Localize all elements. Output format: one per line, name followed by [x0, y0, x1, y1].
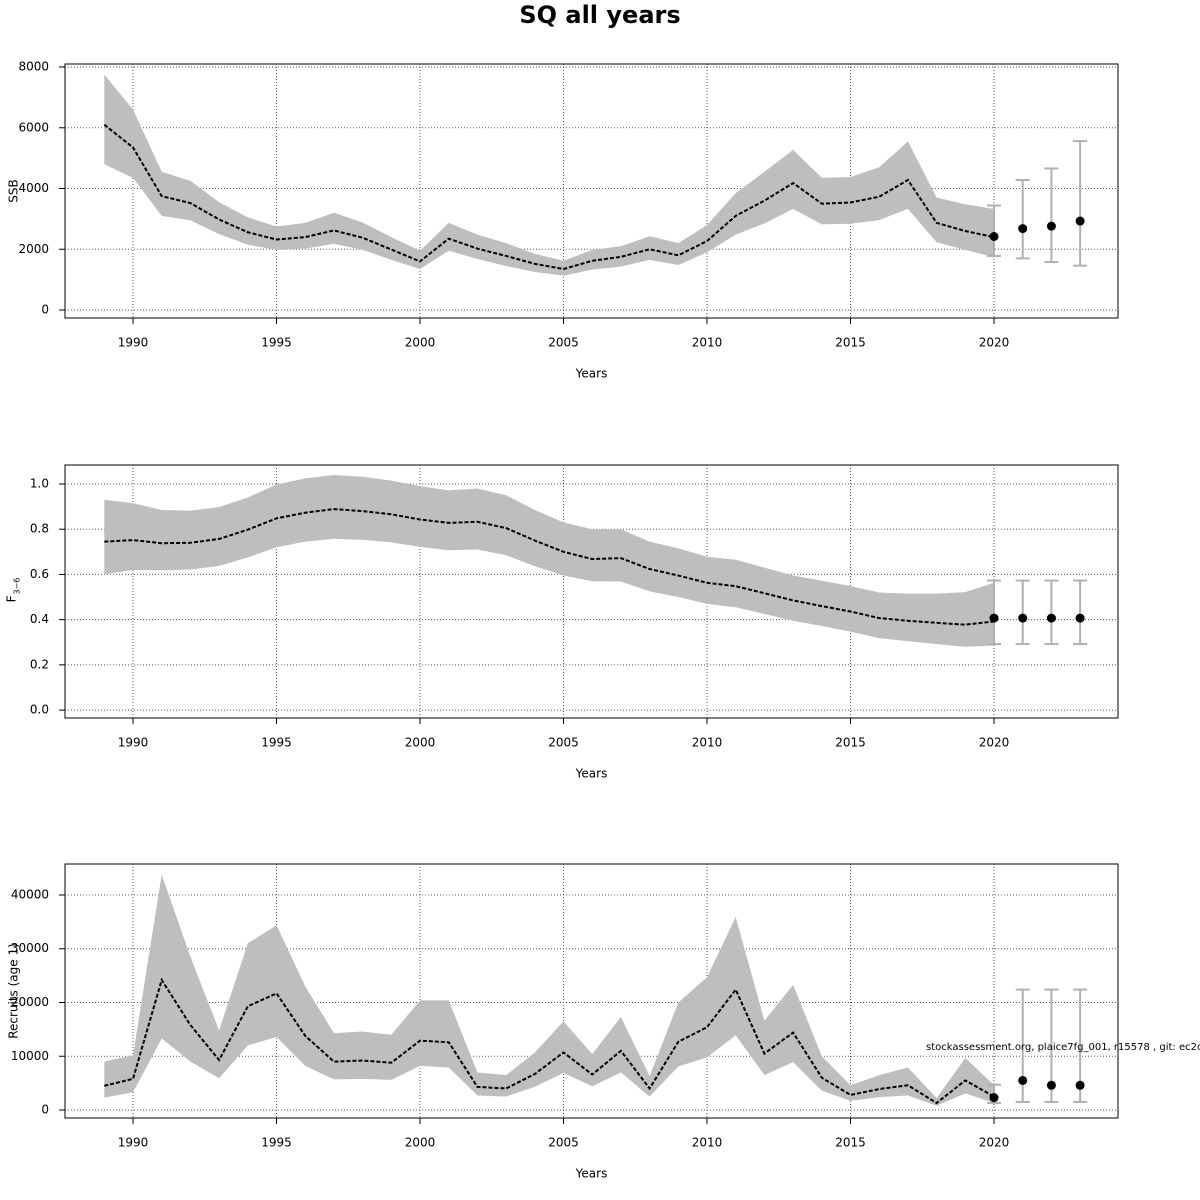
- x-tick-label: 1990: [118, 736, 149, 750]
- x-tick-label: 2010: [692, 736, 723, 750]
- y-tick-label: 6000: [18, 120, 49, 134]
- forecast-point: [1018, 224, 1028, 234]
- y-tick-label: 0.0: [30, 703, 49, 717]
- panel: 0.0 0.2 0.4 0.6 0.8 1.0 1990 1995 2000 2005 2010 20…: [5, 464, 1119, 781]
- forecast-point: [1018, 613, 1028, 623]
- panel: 0 10000 20000 30000 40000 1990 1995 2000 2005 201…: [7, 863, 1200, 1181]
- x-tick-label: 2000: [405, 736, 436, 750]
- x-tick-label: 2005: [548, 736, 579, 750]
- figure-title: SQ all years: [519, 1, 680, 29]
- x-axis-label: Years: [575, 1167, 608, 1181]
- y-tick-label: 0.4: [30, 612, 49, 626]
- estimate-line: [103, 123, 995, 271]
- confidence-band: [104, 74, 995, 276]
- x-tick-label: 2010: [692, 1136, 723, 1150]
- x-tick-label: 2015: [835, 736, 866, 750]
- estimate-line: [104, 508, 995, 626]
- confidence-band: [104, 874, 995, 1106]
- y-tick-label: 0: [41, 1103, 49, 1117]
- forecast-point: [989, 1093, 999, 1103]
- x-tick-label: 2020: [979, 1136, 1010, 1150]
- y-axis-label: SSB: [7, 179, 21, 202]
- y-tick-label: 40000: [11, 887, 49, 901]
- x-tick-label: 2000: [405, 336, 436, 350]
- y-tick-label: 30000: [11, 941, 49, 955]
- forecast-point: [1075, 613, 1085, 623]
- forecast-point: [989, 232, 999, 242]
- forecast-point: [1046, 1080, 1056, 1090]
- y-axis-label: F: [5, 595, 19, 602]
- confidence-band: [104, 474, 995, 647]
- x-axis-label: Years: [575, 367, 608, 381]
- plot-frame: [64, 863, 1119, 1119]
- y-axis-label-group: Recruits (age 1): [7, 943, 21, 1039]
- panel: 0 2000 4000 6000 8000 1990 1995 2000 2005 2010 201…: [7, 60, 1119, 381]
- x-tick-label: 2000: [405, 1136, 436, 1150]
- y-tick-label: 0.8: [30, 522, 49, 536]
- x-tick-label: 1995: [261, 736, 292, 750]
- y-tick-label: 4000: [18, 181, 49, 195]
- x-tick-label: 1995: [261, 336, 292, 350]
- forecast-point: [1018, 1075, 1028, 1085]
- forecast-point: [1075, 1080, 1085, 1090]
- y-tick-label: 0: [41, 303, 49, 317]
- y-axis-label-sub: 3−6: [13, 578, 22, 595]
- x-tick-label: 2020: [979, 736, 1010, 750]
- estimate-line: [104, 977, 995, 1105]
- plot-frame: [64, 63, 1119, 319]
- y-tick-label: 2000: [18, 242, 49, 256]
- y-tick-label: 10000: [11, 1049, 49, 1063]
- x-tick-label: 2015: [835, 1136, 866, 1150]
- y-tick-label: 20000: [11, 995, 49, 1009]
- y-tick-label: 1.0: [30, 476, 49, 490]
- x-tick-label: 2005: [548, 336, 579, 350]
- forecast-point: [1046, 613, 1056, 623]
- plot-frame: [64, 464, 1119, 719]
- annotation: stockassessment.org, plaice7fg_001, r155…: [926, 1042, 1200, 1053]
- y-tick-label: 0.2: [30, 657, 49, 671]
- y-tick-label: 0.6: [30, 567, 49, 581]
- y-axis-label-group: F3−6: [5, 578, 22, 603]
- x-tick-label: 1990: [118, 336, 149, 350]
- forecast-point: [1046, 221, 1056, 231]
- x-tick-label: 2005: [548, 1136, 579, 1150]
- y-tick-label: 8000: [18, 60, 49, 74]
- y-axis-label: Recruits (age 1): [7, 943, 21, 1039]
- x-tick-label: 1990: [118, 1136, 149, 1150]
- x-axis-label: Years: [575, 767, 608, 781]
- x-tick-label: 2010: [692, 336, 723, 350]
- x-tick-label: 2015: [835, 336, 866, 350]
- x-tick-label: 1995: [261, 1136, 292, 1150]
- forecast-point: [1075, 216, 1085, 226]
- forecast-point: [989, 613, 999, 623]
- y-axis-label-group: SSB: [7, 179, 21, 202]
- x-tick-label: 2020: [979, 336, 1010, 350]
